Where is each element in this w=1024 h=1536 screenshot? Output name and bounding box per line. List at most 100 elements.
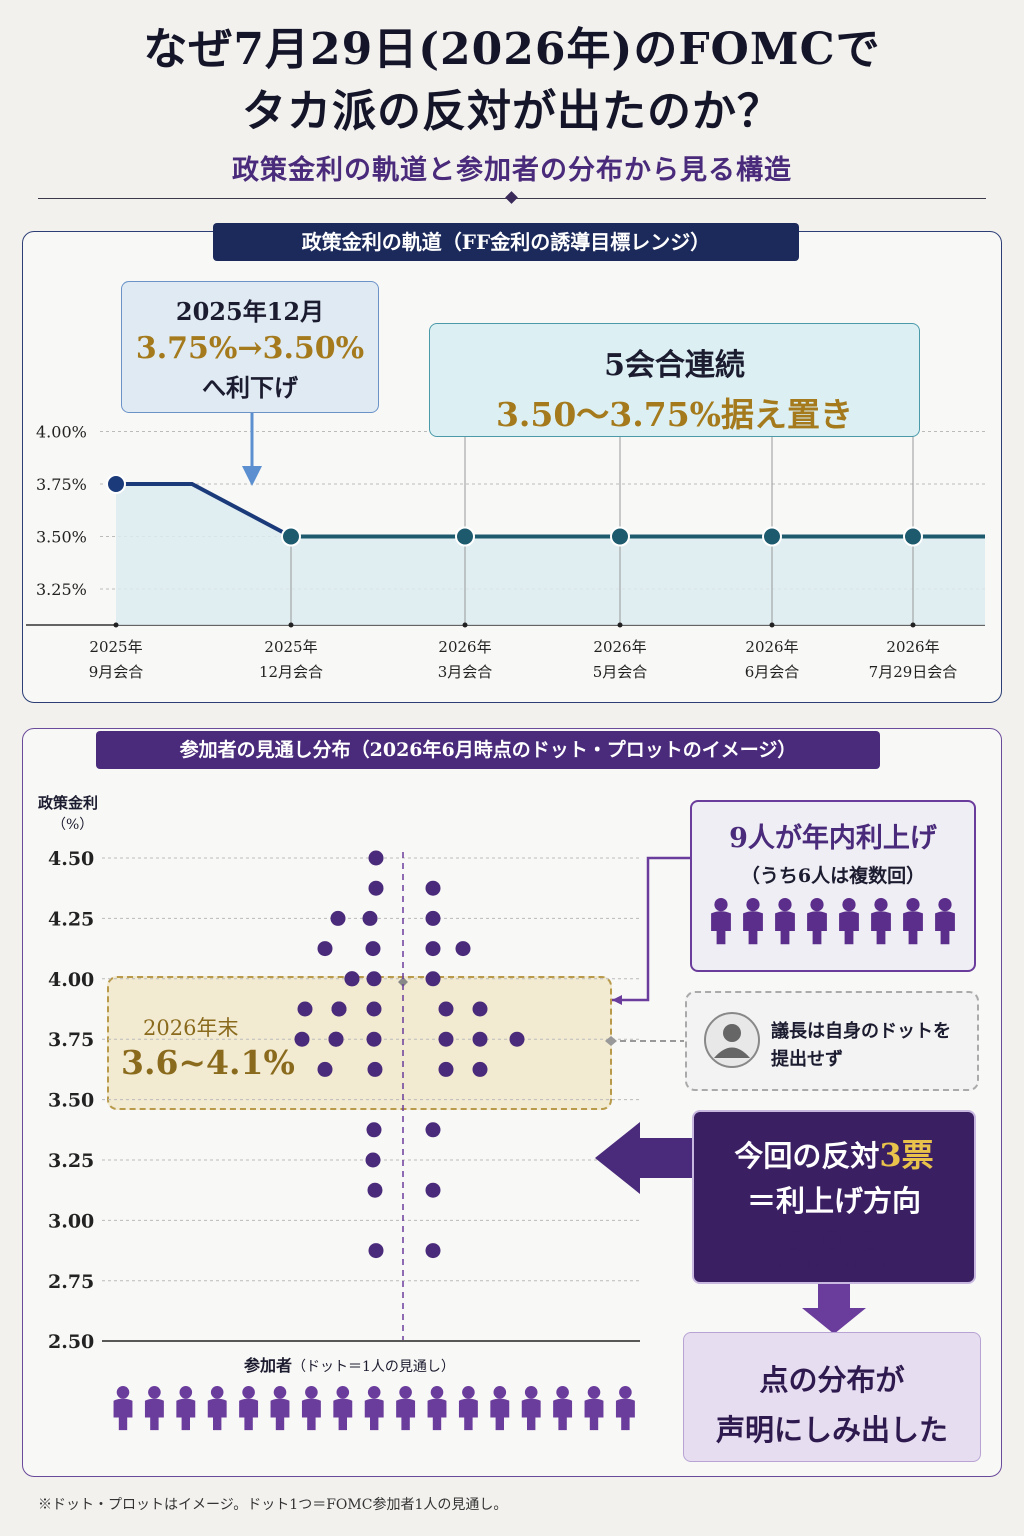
person-icon xyxy=(807,898,827,945)
dot-left xyxy=(362,910,378,926)
person-body xyxy=(239,1398,259,1431)
x-tick-mark xyxy=(769,622,775,628)
person-body xyxy=(903,911,923,945)
person-body xyxy=(615,1398,635,1431)
person-body xyxy=(711,911,731,945)
person-icon xyxy=(364,1386,384,1431)
person-head xyxy=(842,898,856,912)
person-head xyxy=(210,1386,224,1399)
dot-left xyxy=(368,850,384,866)
year-end-label: 2026年末 xyxy=(143,1016,239,1040)
arrow-left-icon xyxy=(595,1122,694,1194)
dissent-count: 3票 xyxy=(879,1136,934,1174)
dot-right xyxy=(425,910,441,926)
chair-line1: 議長は自身のドットを xyxy=(771,1021,951,1042)
dot-right xyxy=(425,971,441,987)
x-tick-mark xyxy=(462,622,468,628)
page-title-line2: タカ派の反対が出たのか？ xyxy=(242,86,782,137)
x-tick-label: 2025年 xyxy=(264,638,317,656)
rate-point xyxy=(610,526,630,547)
hike-count: 9人が年内利上げ xyxy=(729,823,937,854)
rate-point xyxy=(281,526,301,547)
dot-left xyxy=(344,971,360,987)
person-icon xyxy=(584,1386,604,1431)
y-tick-label: 3.50% xyxy=(36,528,87,547)
year-end-value: 3.6~4.1% xyxy=(121,1043,295,1082)
chair-connector-diamond xyxy=(605,1036,617,1046)
participants-row xyxy=(113,1386,635,1431)
person-icon xyxy=(855,1231,885,1268)
person-body xyxy=(301,1398,321,1431)
rate-path-chart: 4.00% 3.75% 3.50% 3.25% 2025年 9月会合 2025年 12月会合… xyxy=(26,408,985,681)
dot-right xyxy=(425,1243,441,1259)
x-tick-label: 2026年 xyxy=(438,638,491,656)
dissent-people xyxy=(779,1231,885,1268)
person-body xyxy=(458,1398,478,1431)
x-tick-label: 9月会合 xyxy=(89,663,144,681)
hold-callout: 5会合連続 3.50〜3.75%据え置き xyxy=(429,323,920,437)
y-tick-label: 2.75 xyxy=(48,1271,94,1293)
dot-plot-ylabel: 政策金利 xyxy=(38,794,99,812)
person-icon xyxy=(553,1386,573,1431)
person-icon xyxy=(113,1386,133,1431)
person-icon xyxy=(396,1386,416,1431)
y-tick-label: 2.50 xyxy=(48,1331,94,1353)
person-body xyxy=(779,1250,809,1268)
person-body xyxy=(113,1398,133,1431)
person-icon xyxy=(775,898,795,945)
rate-cut-values: 3.75%→3.50% xyxy=(135,331,365,366)
rate-area-fill xyxy=(116,484,985,625)
rate-point xyxy=(903,526,923,547)
dot-right xyxy=(425,1122,441,1138)
person-body xyxy=(144,1398,164,1431)
dot-left xyxy=(366,1122,382,1138)
person-body xyxy=(807,911,827,945)
dot-right xyxy=(425,880,441,896)
hike-box: 9人が年内利上げ （うち6人は複数回） xyxy=(690,800,976,972)
dot-left xyxy=(317,1061,333,1077)
rate-point xyxy=(455,526,475,547)
hold-count: 5会合連続 xyxy=(604,348,745,383)
person-icon xyxy=(935,898,955,945)
page-title-line1: なぜ7月29日(2026年)のFOMCで xyxy=(143,24,881,75)
x-tick-label: 2025年 xyxy=(89,638,142,656)
dot-left xyxy=(368,1243,384,1259)
result-line2: 声明にしみ出した xyxy=(715,1413,948,1447)
dot-right xyxy=(472,1031,488,1047)
dot-right xyxy=(425,1182,441,1198)
dot-left xyxy=(294,1031,310,1047)
y-tick-label: 3.25% xyxy=(36,580,87,599)
page-subtitle: 政策金利の軌道と参加者の分布から見る構造 xyxy=(232,155,792,186)
chair-box: 議長は自身のドットを 提出せず xyxy=(685,991,979,1091)
person-body xyxy=(176,1398,196,1431)
person-head xyxy=(938,898,952,912)
person-head xyxy=(116,1386,130,1399)
dot-plot-xlabel: 参加者（ドット＝1人の見通し） xyxy=(244,1352,455,1376)
person-head xyxy=(148,1386,161,1399)
x-tick-mark xyxy=(617,622,623,628)
person-body xyxy=(521,1398,541,1431)
dot-left xyxy=(366,1001,382,1017)
dot-right xyxy=(472,1001,488,1017)
person-body xyxy=(270,1398,290,1431)
person-icon xyxy=(817,1231,847,1268)
x-tick-label: 2026年 xyxy=(886,638,939,656)
rate-point xyxy=(106,474,126,494)
person-icon xyxy=(144,1386,164,1431)
y-tick-label: 4.50 xyxy=(48,848,94,870)
x-tick-mark xyxy=(113,622,119,628)
person-head xyxy=(778,898,792,912)
person-body xyxy=(775,911,795,945)
person-body xyxy=(333,1398,353,1431)
dot-plot-yunit: （%） xyxy=(52,817,94,833)
person-icon xyxy=(779,1231,809,1268)
dot-left xyxy=(317,941,333,957)
person-head xyxy=(399,1386,412,1399)
x-tick-label: 2026年 xyxy=(593,638,646,656)
y-tick-label: 4.00 xyxy=(48,969,94,991)
person-head xyxy=(906,898,920,912)
person-body xyxy=(396,1398,416,1431)
dot-left xyxy=(366,1031,382,1047)
person-body xyxy=(427,1398,447,1431)
